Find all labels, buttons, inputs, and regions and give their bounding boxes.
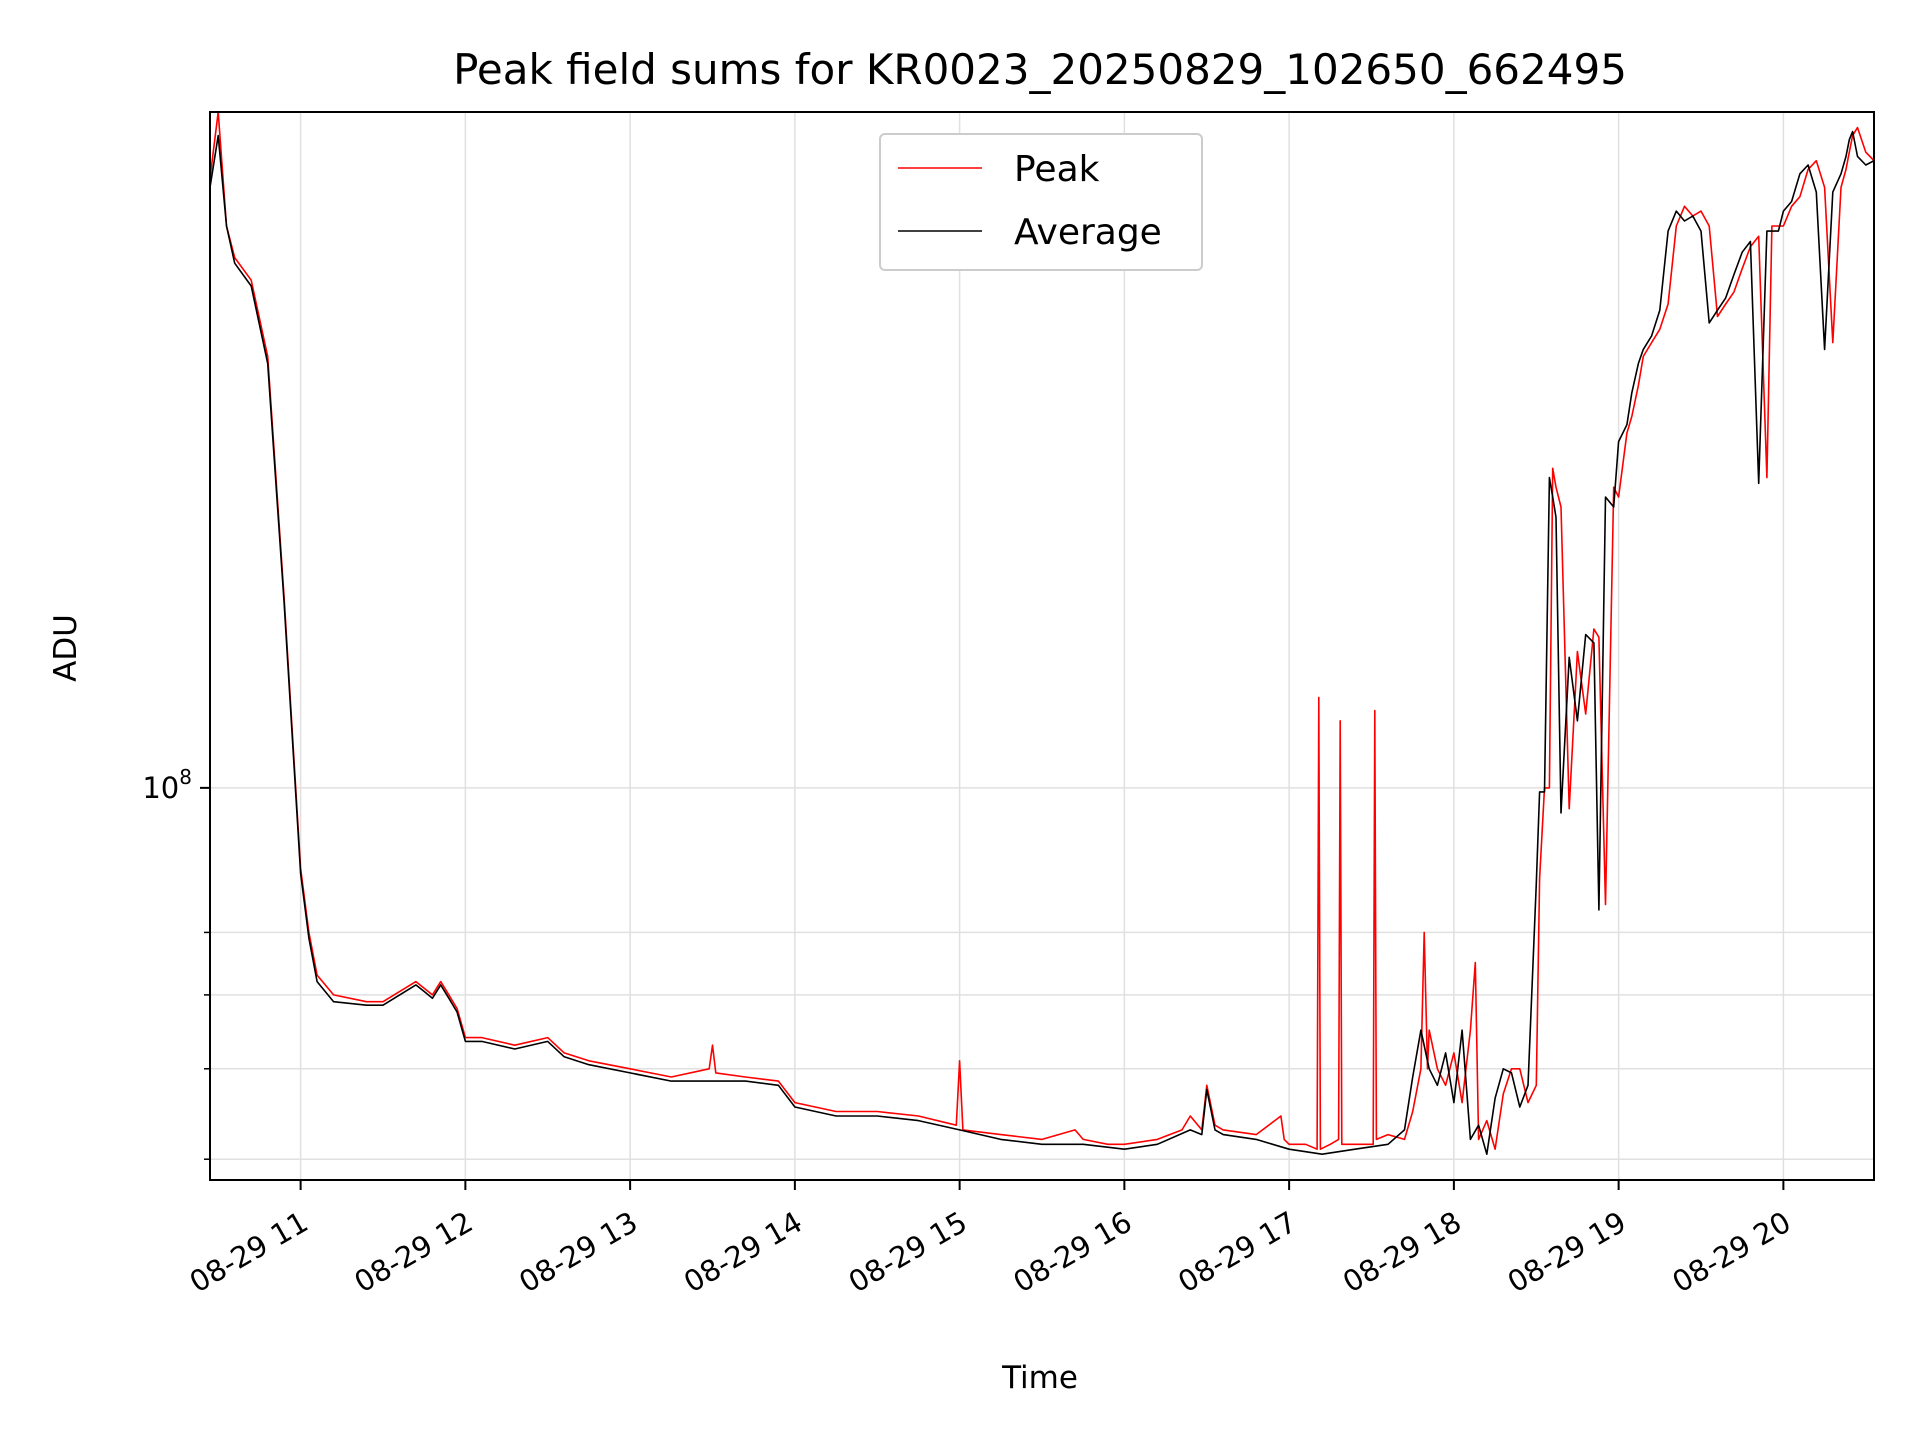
grid-lines <box>210 112 1874 1180</box>
plot-background <box>210 112 1874 1180</box>
legend: Peak Average <box>879 133 1203 271</box>
legend-peak-label: Peak <box>1014 149 1100 190</box>
chart-title: Peak field sums for KR0023_20250829_1026… <box>453 45 1627 94</box>
y-tick-label: 108 <box>142 765 192 805</box>
x-axis-label: Time <box>1001 1360 1078 1396</box>
legend-average-label: Average <box>1014 212 1162 253</box>
series-line-average <box>210 130 1874 1155</box>
plot-frame <box>209 111 1875 1181</box>
plot-area <box>209 111 1875 1181</box>
series-layer <box>210 112 1874 1155</box>
y-axis: 108 <box>142 765 210 1160</box>
y-axis-label: ADU <box>48 614 84 682</box>
